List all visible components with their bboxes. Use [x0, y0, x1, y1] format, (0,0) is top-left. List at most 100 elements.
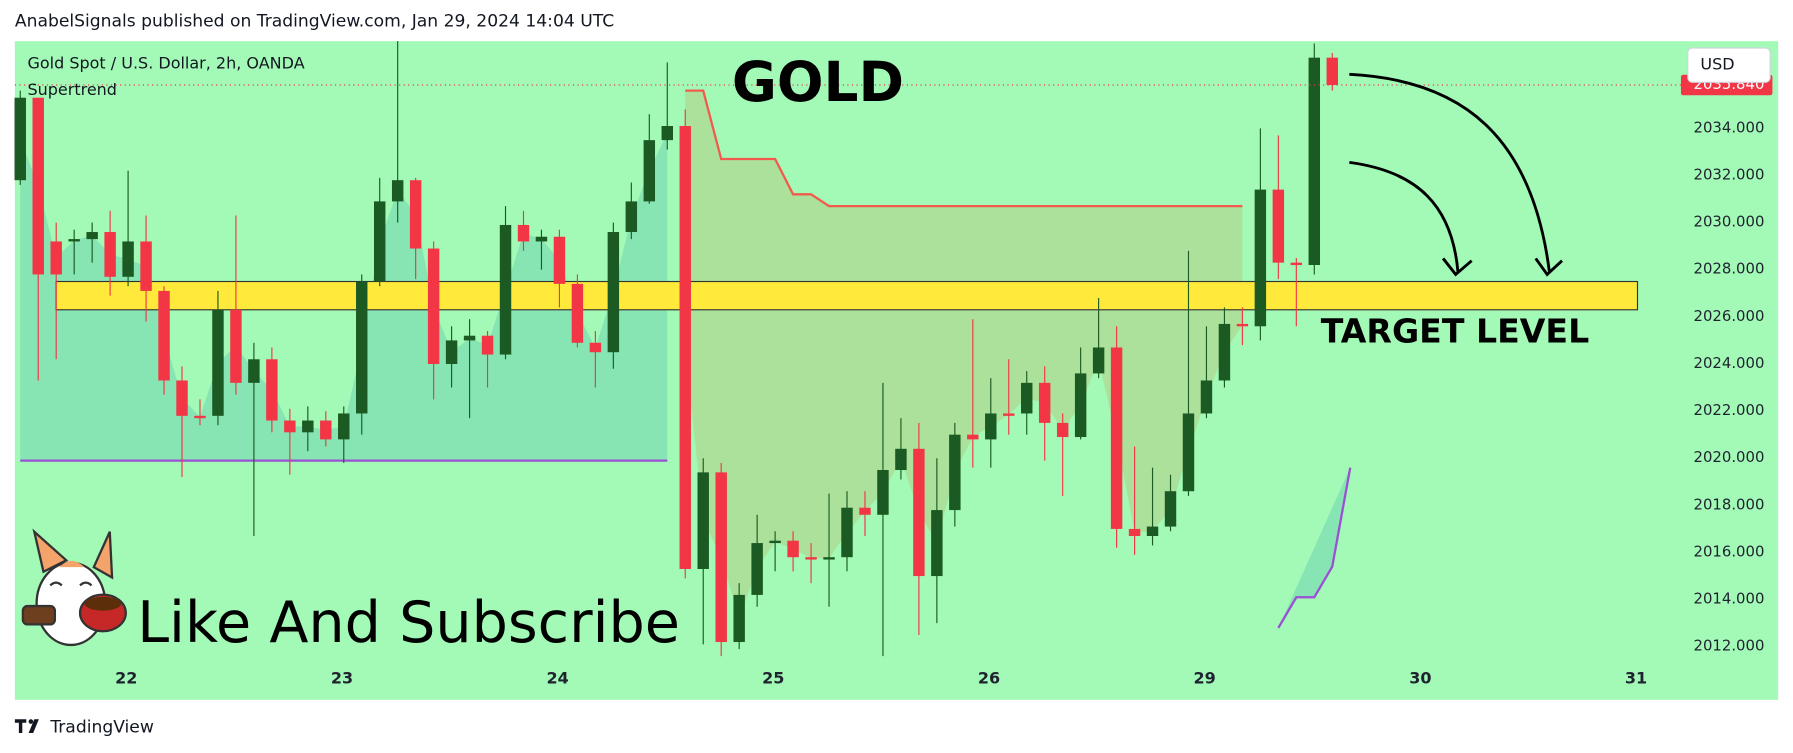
- candle-body: [32, 97, 44, 275]
- candle-body: [1254, 189, 1267, 327]
- candle-body: [68, 239, 80, 242]
- title: GOLD: [732, 50, 904, 114]
- arrow: [1349, 160, 1460, 273]
- caption: Like And Subscribe: [137, 590, 680, 656]
- candle-body: [1200, 380, 1213, 414]
- x-tick-label: 30: [1409, 669, 1431, 688]
- supertrend-fill: [685, 90, 1243, 619]
- candle-body: [877, 470, 889, 515]
- y-tick-label: 2020.000: [1694, 448, 1765, 466]
- candle-body: [661, 125, 673, 141]
- candle-body: [715, 472, 727, 643]
- x-tick-label: 31: [1625, 669, 1647, 688]
- candle-body: [1110, 347, 1123, 529]
- candle-body: [643, 140, 656, 202]
- candle-body: [320, 420, 332, 440]
- candle-body: [913, 448, 925, 577]
- supertrend-line: [685, 89, 1243, 208]
- candle-body: [517, 224, 530, 242]
- candle-body: [733, 594, 745, 643]
- y-tick-label: 2026.000: [1694, 307, 1765, 325]
- y-tick-label: 2012.000: [1694, 637, 1765, 655]
- candle-body: [212, 309, 224, 416]
- candle-body: [230, 309, 242, 383]
- header: AnabelSignals published on TradingView.c…: [15, 12, 614, 32]
- candle-body: [266, 359, 278, 421]
- candle-body: [1128, 528, 1141, 536]
- candle-body: [1056, 422, 1069, 438]
- x-tick-label: 24: [547, 669, 569, 688]
- candle-body: [427, 248, 440, 364]
- y-tick-label: 2022.000: [1694, 401, 1765, 419]
- candle-body: [625, 201, 638, 233]
- supertrend-fill: [1278, 467, 1351, 628]
- candle-body: [751, 543, 763, 595]
- candle-body: [841, 507, 853, 558]
- candle-body: [445, 340, 458, 364]
- candle-body: [571, 283, 584, 343]
- candle-body: [805, 557, 817, 560]
- candle-body: [338, 413, 350, 440]
- annotation: TARGET LEVEL: [1321, 311, 1589, 350]
- candle-body: [1146, 526, 1159, 536]
- candle-body: [1218, 323, 1231, 381]
- candle-body: [248, 359, 260, 383]
- candle-body: [589, 342, 602, 353]
- candle-body: [931, 510, 943, 577]
- candle-body: [1326, 57, 1338, 85]
- candle-body: [499, 224, 512, 355]
- candle-body: [949, 434, 961, 511]
- axis-layer: 2012.000 2014.000 2016.000 2018.000 2020.000…: [14, 47, 1773, 688]
- currency-button-label: USD: [1700, 55, 1734, 74]
- candle-body: [86, 232, 98, 240]
- candle-body: [140, 241, 152, 291]
- candle-body: [373, 201, 386, 282]
- candle-body: [176, 380, 188, 416]
- candle-body: [967, 434, 979, 440]
- candle-body: [1038, 382, 1051, 423]
- candle-body: [1236, 323, 1249, 327]
- candle-body: [463, 335, 476, 341]
- candle-body: [158, 290, 170, 381]
- candle-body: [391, 180, 404, 202]
- candle-body: [1290, 262, 1303, 266]
- candle-body: [481, 335, 494, 355]
- candle-body: [859, 507, 871, 515]
- indicator-label: Supertrend: [27, 80, 117, 99]
- candle-body: [1164, 491, 1177, 527]
- candle-body: [409, 180, 422, 249]
- arrow-head: [1534, 257, 1563, 277]
- candle-body: [14, 97, 26, 181]
- candle-body: [356, 281, 368, 414]
- zone-layer: [55, 280, 1639, 311]
- footer: TradingView: [49, 717, 154, 737]
- candle-body: [122, 241, 134, 277]
- candle-body: [1074, 373, 1087, 438]
- candle-body: [194, 415, 206, 419]
- x-tick-label: 29: [1194, 669, 1216, 688]
- candles-layer: [14, 41, 1338, 657]
- candle-body: [50, 241, 62, 275]
- candle-body: [1308, 57, 1321, 266]
- x-tick-label: 25: [762, 669, 784, 688]
- candle-body: [1182, 413, 1195, 492]
- target-zone: [55, 280, 1639, 311]
- sticker: [21, 528, 127, 647]
- tradingview-logo: [14, 719, 39, 733]
- x-tick-label: 26: [978, 669, 1000, 688]
- chart-background: [14, 41, 1779, 700]
- candle-body: [895, 448, 907, 471]
- candle-body: [1092, 347, 1105, 374]
- y-tick-label: 2014.000: [1694, 590, 1765, 608]
- y-tick-label: 2024.000: [1694, 354, 1765, 372]
- candle-body: [553, 236, 566, 284]
- candle-body: [535, 236, 548, 242]
- candle-body: [985, 413, 997, 440]
- currency-button: [1687, 47, 1771, 83]
- candle-body: [769, 540, 781, 544]
- candle-body: [1272, 189, 1285, 263]
- y-tick-label: 2030.000: [1694, 213, 1765, 231]
- candle-body: [1021, 382, 1033, 414]
